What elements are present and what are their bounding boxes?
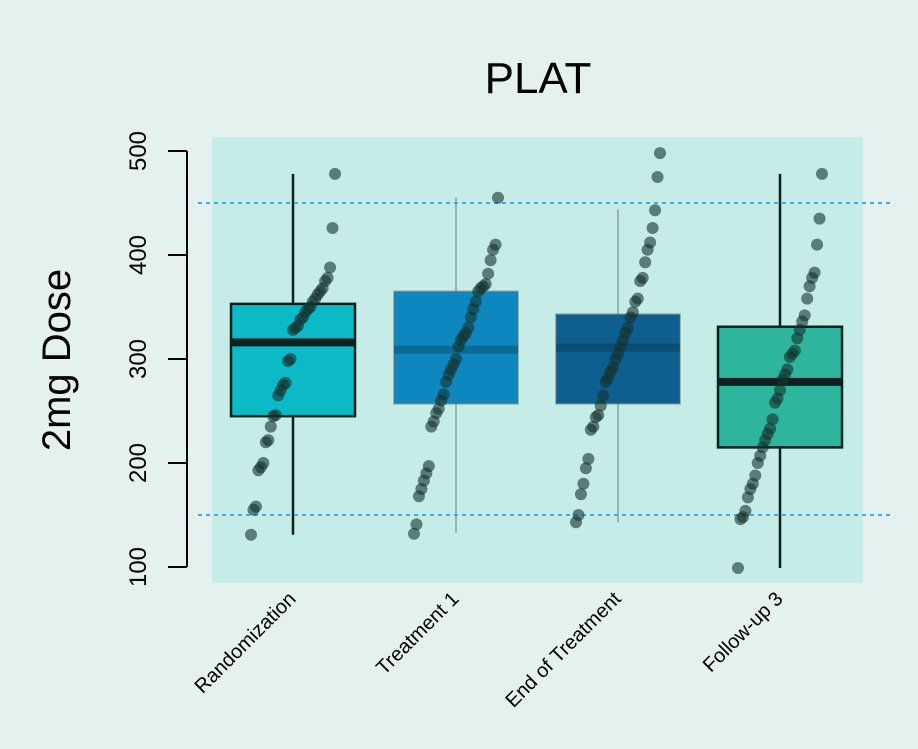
- y-tick-label: 100: [125, 547, 152, 587]
- data-point: [324, 261, 337, 274]
- data-point: [437, 388, 450, 401]
- data-point: [788, 344, 801, 357]
- y-tick-label: 200: [125, 443, 152, 483]
- data-point: [469, 295, 482, 308]
- data-point: [587, 420, 600, 433]
- chart-title: PLAT: [485, 54, 592, 103]
- data-point: [582, 452, 595, 465]
- data-point: [816, 167, 828, 180]
- data-point: [264, 420, 277, 433]
- data-point: [592, 409, 605, 422]
- y-axis: 100 200 300 400 500: [125, 131, 188, 587]
- x-axis: Randomization Treatment 1 End of Treatment…: [191, 588, 788, 712]
- data-point: [811, 238, 824, 251]
- data-point: [321, 271, 334, 284]
- y-tick-label: 400: [125, 235, 152, 275]
- reference-lines: [198, 202, 892, 516]
- data-point: [631, 292, 644, 305]
- data-point: [594, 399, 607, 412]
- data-point: [654, 147, 666, 160]
- data-point: [621, 321, 634, 334]
- data-point: [489, 238, 502, 251]
- data-point: [482, 267, 495, 280]
- x-tick-label: Follow-up 3: [699, 588, 788, 677]
- data-point: [646, 221, 659, 234]
- data-point: [813, 212, 826, 225]
- x-tick-label: Randomization: [191, 588, 301, 698]
- data-point: [257, 457, 270, 469]
- data-point: [269, 409, 282, 422]
- data-point: [651, 171, 664, 183]
- data-point: [597, 389, 610, 402]
- y-axis-label: 2mg Dose: [35, 269, 79, 451]
- data-point: [801, 292, 814, 305]
- data-point: [749, 469, 762, 482]
- data-point: [450, 353, 462, 365]
- data-point: [249, 500, 262, 513]
- data-point: [492, 191, 504, 204]
- data-point: [732, 562, 744, 575]
- data-point: [644, 236, 657, 249]
- data-point: [422, 460, 435, 473]
- y-tick-label: 300: [125, 339, 152, 379]
- data-point: [626, 306, 639, 319]
- data-point: [279, 376, 292, 389]
- data-point: [764, 422, 777, 435]
- data-point: [639, 256, 652, 269]
- data-point: [262, 434, 275, 447]
- data-point: [781, 363, 794, 376]
- data-point: [410, 518, 423, 531]
- data-point: [484, 254, 497, 267]
- data-point: [574, 488, 587, 501]
- data-point: [329, 167, 341, 180]
- data-point: [636, 271, 649, 284]
- data-point: [245, 528, 257, 541]
- data-point: [326, 221, 339, 234]
- data-point: [577, 477, 590, 490]
- data-point: [766, 413, 779, 426]
- x-tick-label: End of Treatment: [501, 588, 625, 712]
- data-point: [808, 266, 821, 279]
- data-point: [572, 509, 585, 521]
- data-point: [284, 353, 297, 365]
- data-point: [479, 278, 492, 291]
- data-point: [579, 462, 592, 475]
- data-point: [798, 309, 811, 322]
- data-point: [739, 504, 752, 517]
- data-point: [774, 384, 786, 397]
- x-tick-label: Treatment 1: [372, 588, 463, 679]
- data-point: [462, 321, 475, 334]
- points: [245, 147, 828, 575]
- data-point: [649, 204, 662, 217]
- data-point: [408, 527, 420, 540]
- y-tick-label: 500: [125, 131, 152, 171]
